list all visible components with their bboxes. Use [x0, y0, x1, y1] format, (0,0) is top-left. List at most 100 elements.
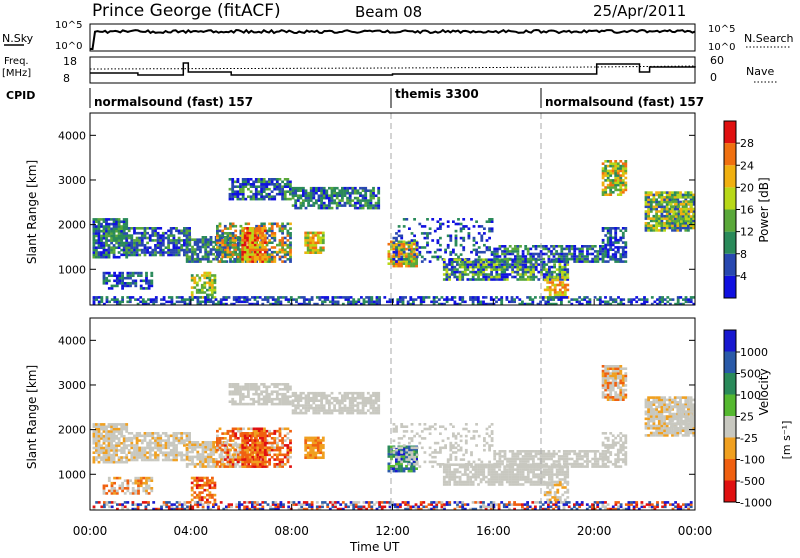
range-gate-cell — [232, 432, 235, 435]
range-gate-cell — [537, 245, 540, 248]
range-gate-cell — [281, 393, 284, 396]
range-gate-cell — [273, 198, 276, 201]
range-gate-cell — [609, 246, 612, 249]
range-gate-cell — [281, 188, 284, 191]
range-gate-cell — [467, 261, 470, 264]
range-gate-cell — [586, 250, 589, 253]
range-gate-cell — [165, 432, 168, 435]
range-gate-cell — [294, 187, 297, 190]
range-gate-cell — [98, 228, 101, 231]
range-gate-cell — [677, 296, 680, 299]
range-gate-cell — [105, 456, 108, 459]
range-gate-cell — [103, 225, 106, 228]
range-gate-cell — [136, 449, 139, 452]
range-gate-cell — [108, 256, 111, 259]
range-gate-cell — [154, 451, 157, 454]
range-gate-cell — [144, 254, 147, 257]
range-gate-cell — [318, 187, 321, 190]
range-gate-cell — [545, 263, 548, 266]
range-gate-cell — [488, 263, 491, 266]
range-gate-cell — [663, 217, 666, 220]
range-gate-cell — [173, 454, 176, 457]
range-gate-cell — [679, 191, 682, 194]
range-gate-cell — [607, 241, 610, 244]
range-gate-cell — [344, 194, 347, 197]
range-gate-cell — [682, 218, 685, 221]
range-gate-cell — [670, 203, 673, 206]
range-gate-cell — [370, 204, 373, 207]
range-gate-cell — [264, 465, 267, 468]
range-gate-cell — [256, 239, 259, 242]
range-gate-cell — [316, 296, 319, 299]
range-gate-cell — [289, 190, 292, 193]
range-gate-cell — [149, 449, 152, 452]
range-gate-cell — [239, 448, 242, 451]
range-gate-cell — [254, 253, 257, 256]
range-gate-cell — [614, 237, 617, 240]
range-gate-cell — [292, 192, 295, 195]
range-gate-cell — [336, 192, 339, 195]
range-gate-cell — [93, 230, 96, 233]
range-gate-cell — [242, 403, 245, 406]
range-gate-cell — [234, 403, 237, 406]
range-gate-cell — [203, 284, 206, 287]
range-gate-cell — [653, 206, 656, 209]
range-gate-cell — [461, 266, 464, 269]
range-gate-cell — [655, 201, 658, 204]
range-gate-cell — [511, 276, 514, 279]
range-gate-cell — [116, 492, 119, 495]
range-gate-cell — [279, 183, 282, 186]
range-gate-cell — [251, 227, 254, 230]
range-gate-cell — [188, 458, 191, 461]
range-gate-cell — [232, 439, 235, 442]
range-gate-cell — [687, 213, 690, 216]
range-gate-cell — [619, 182, 622, 185]
range-gate-cell — [232, 253, 235, 256]
range-gate-cell — [446, 278, 449, 281]
range-gate-cell — [398, 248, 401, 251]
range-gate-cell — [216, 225, 219, 228]
range-gate-cell — [249, 234, 252, 237]
range-gate-cell — [446, 276, 449, 279]
range-gate-cell — [614, 179, 617, 182]
range-gate-cell — [661, 198, 664, 201]
range-gate-cell — [305, 194, 308, 197]
range-gate-cell — [279, 251, 282, 254]
range-gate-cell — [123, 232, 126, 235]
range-gate-cell — [687, 194, 690, 197]
range-gate-cell — [251, 442, 254, 445]
range-gate-cell — [255, 193, 258, 196]
range-gate-cell — [443, 278, 446, 281]
range-gate-cell — [224, 246, 227, 249]
range-gate-cell — [464, 261, 467, 264]
range-gate-cell — [287, 298, 290, 301]
range-gate-cell — [393, 248, 396, 251]
range-gate-cell — [554, 286, 557, 289]
range-gate-cell — [229, 256, 232, 259]
range-gate-cell — [103, 435, 106, 438]
range-gate-cell — [551, 273, 554, 276]
range-gate-cell — [224, 225, 227, 228]
range-gate-cell — [647, 215, 650, 218]
range-gate-cell — [191, 499, 194, 502]
range-gate-cell — [241, 258, 244, 261]
range-gate-cell — [244, 458, 247, 461]
range-gate-cell — [237, 383, 240, 386]
range-gate-cell — [125, 444, 128, 447]
range-gate-cell — [111, 482, 114, 485]
range-gate-cell — [482, 301, 485, 304]
range-gate-cell — [426, 235, 429, 238]
range-gate-cell — [199, 461, 202, 464]
range-gate-cell — [453, 276, 456, 279]
range-gate-cell — [241, 241, 244, 244]
range-gate-cell — [602, 258, 605, 261]
range-gate-cell — [287, 239, 290, 242]
range-gate-cell — [134, 490, 137, 493]
range-gate-cell — [509, 250, 512, 253]
range-gate-cell — [246, 232, 249, 235]
range-gate-cell — [276, 178, 279, 181]
range-gate-cell — [555, 260, 558, 263]
range-gate-cell — [614, 165, 617, 168]
range-gate-cell — [393, 242, 396, 245]
range-gate-cell — [666, 222, 669, 225]
